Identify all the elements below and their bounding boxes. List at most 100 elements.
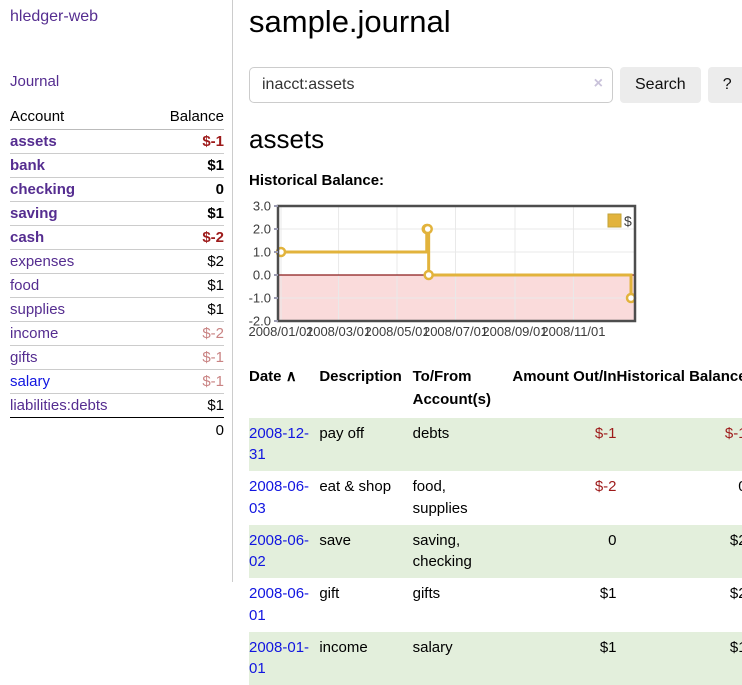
- register-header-description: Description: [319, 363, 412, 418]
- account-balance: $1: [148, 394, 224, 418]
- register-header-accounts: To/From Account(s): [413, 363, 513, 418]
- account-row: checking 0: [10, 178, 224, 202]
- register-date-cell: 2008-06-02: [249, 525, 319, 579]
- sidebar-account-supplies[interactable]: supplies: [10, 301, 65, 318]
- transaction-date-link[interactable]: 2008-06-03: [249, 478, 309, 517]
- register-balance-cell: 0: [617, 471, 742, 525]
- nav-journal-link[interactable]: Journal: [10, 73, 224, 90]
- main-content: sample.journal × Search ? assets Histori…: [233, 0, 742, 582]
- register-accounts-cell: saving, checking: [413, 525, 513, 579]
- register-amount-cell: $1: [512, 578, 616, 632]
- account-row: expenses$2: [10, 250, 224, 274]
- register-accounts-cell: food, supplies: [413, 471, 513, 525]
- register-description-cell: eat & shop: [319, 471, 412, 525]
- account-balance: $1: [148, 274, 224, 298]
- account-balance: $-1: [148, 130, 224, 154]
- register-balance-cell: $-1: [617, 418, 742, 472]
- search-input[interactable]: [249, 67, 613, 103]
- register-balance-cell: $2: [617, 578, 742, 632]
- account-balance: 0: [148, 178, 224, 202]
- register-date-cell: 2008-12-31: [249, 418, 319, 472]
- sidebar-account-salary[interactable]: salary: [10, 373, 50, 390]
- register-row: 2008-12-31pay offdebts$-1$-1: [249, 418, 742, 472]
- sidebar-account-assets[interactable]: assets: [10, 133, 57, 150]
- account-balance: $1: [148, 298, 224, 322]
- clear-search-icon[interactable]: ×: [594, 75, 603, 93]
- date-header-label: Date: [249, 368, 282, 385]
- account-row: gifts $-1: [10, 346, 224, 370]
- register-amount-cell: $1: [512, 632, 616, 685]
- account-balance: $-1: [148, 370, 224, 394]
- account-cell: food: [10, 274, 148, 298]
- register-date-cell: 2008-06-01: [249, 578, 319, 632]
- account-cell: cash: [10, 226, 148, 250]
- svg-text:1.0: 1.0: [253, 245, 271, 260]
- app-window: hledger-web Journal Account Balance asse…: [0, 0, 742, 582]
- register-table: Date ∧ Description To/From Account(s) Am…: [249, 363, 742, 685]
- account-cell: checking: [10, 178, 148, 202]
- help-button[interactable]: ?: [708, 67, 742, 103]
- register-balance-cell: $2: [617, 525, 742, 579]
- sidebar-account-saving[interactable]: saving: [10, 205, 58, 222]
- account-row: income $-2: [10, 322, 224, 346]
- register-row: 2008-01-01incomesalary$1$1: [249, 632, 742, 685]
- account-cell: assets: [10, 130, 148, 154]
- transaction-date-link[interactable]: 2008-12-31: [249, 425, 309, 464]
- register-row: 2008-06-01giftgifts$1$2: [249, 578, 742, 632]
- transaction-date-link[interactable]: 2008-06-02: [249, 532, 309, 571]
- register-description-cell: pay off: [319, 418, 412, 472]
- svg-text:-1.0: -1.0: [249, 291, 271, 306]
- register-date-cell: 2008-06-03: [249, 471, 319, 525]
- register-header-balance: Historical Balance: [617, 363, 742, 418]
- register-balance-cell: $1: [617, 632, 742, 685]
- account-row: salary $-1: [10, 370, 224, 394]
- account-cell: salary: [10, 370, 148, 394]
- transaction-date-link[interactable]: 2008-01-01: [249, 639, 309, 678]
- sort-ascending-icon: ∧: [286, 368, 297, 385]
- accounts-total-value: 0: [148, 418, 224, 444]
- search-input-wrap: ×: [249, 67, 613, 103]
- sidebar-account-bank[interactable]: bank: [10, 157, 45, 174]
- register-header-row: Date ∧ Description To/From Account(s) Am…: [249, 363, 742, 418]
- register-amount-cell: $-2: [512, 471, 616, 525]
- sidebar-account-checking[interactable]: checking: [10, 181, 75, 198]
- balance-column-header: Balance: [148, 105, 224, 130]
- svg-text:$: $: [624, 213, 632, 229]
- account-balance: $1: [148, 154, 224, 178]
- account-balance: $-2: [148, 322, 224, 346]
- register-row: 2008-06-03 eat & shopfood, supplies$-20: [249, 471, 742, 525]
- svg-text:2008/01/01: 2008/01/01: [249, 324, 314, 339]
- account-balance: $-1: [148, 346, 224, 370]
- svg-text:2008/09/01: 2008/09/01: [482, 324, 547, 339]
- account-row: assets $-1: [10, 130, 224, 154]
- account-row: liabilities:debts $1: [10, 394, 224, 418]
- sidebar-account-expenses[interactable]: expenses: [10, 253, 74, 270]
- register-header-date[interactable]: Date ∧: [249, 363, 319, 418]
- account-cell: saving: [10, 202, 148, 226]
- sidebar-account-income[interactable]: income: [10, 325, 58, 342]
- sidebar: hledger-web Journal Account Balance asse…: [0, 0, 233, 582]
- account-cell: liabilities:debts: [10, 394, 148, 418]
- register-header-amount: Amount Out/In: [512, 363, 616, 418]
- chart-box: 3.02.01.00.0-1.0-2.02008/01/012008/03/01…: [249, 201, 742, 345]
- account-row: food $1: [10, 274, 224, 298]
- balance-chart: 3.02.01.00.0-1.0-2.02008/01/012008/03/01…: [249, 201, 649, 341]
- register-accounts-cell: debts: [413, 418, 513, 472]
- app-title-link[interactable]: hledger-web: [10, 8, 98, 26]
- sidebar-account-gifts[interactable]: gifts: [10, 349, 38, 366]
- accounts-table-header: Account Balance: [10, 105, 224, 130]
- page-title: sample.journal: [249, 0, 742, 40]
- account-balance: $-2: [148, 226, 224, 250]
- account-row: bank $1: [10, 154, 224, 178]
- account-cell: gifts: [10, 346, 148, 370]
- search-button[interactable]: Search: [620, 67, 701, 103]
- sidebar-account-liabilities-debts[interactable]: liabilities:debts: [10, 397, 108, 414]
- svg-text:2008/07/01: 2008/07/01: [423, 324, 488, 339]
- register-accounts-cell: salary: [413, 632, 513, 685]
- transaction-date-link[interactable]: 2008-06-01: [249, 585, 309, 624]
- svg-text:2008/11/01: 2008/11/01: [541, 324, 605, 339]
- svg-text:2008/05/01: 2008/05/01: [364, 324, 429, 339]
- sidebar-account-food[interactable]: food: [10, 277, 39, 294]
- sidebar-account-cash[interactable]: cash: [10, 229, 44, 246]
- account-row: cash $-2: [10, 226, 224, 250]
